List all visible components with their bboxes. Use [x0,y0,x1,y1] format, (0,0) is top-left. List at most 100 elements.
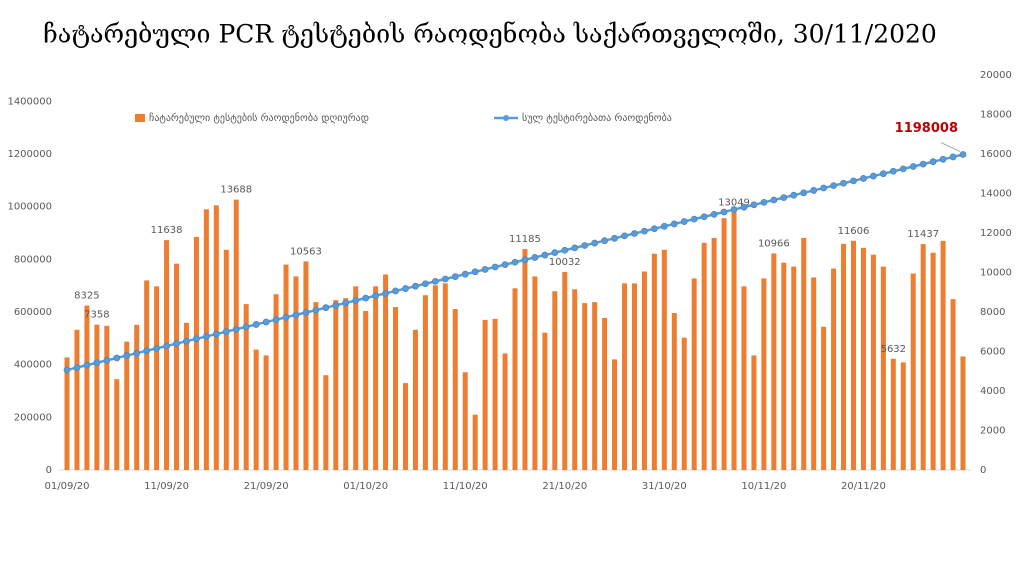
bar [303,261,309,470]
line-marker [133,349,141,357]
bar [711,237,717,470]
bar [164,240,170,470]
line-marker [750,201,758,209]
y2-tick-label: 18000 [980,110,1012,121]
line-marker [531,254,539,261]
bar [661,249,667,470]
data-label: 11606 [838,226,870,237]
bar [402,383,408,470]
data-label: 10563 [290,246,322,257]
y2-tick-label: 4000 [980,386,1005,397]
x-tick-label: 01/09/20 [45,481,90,492]
line-marker [123,352,131,359]
bar [412,329,418,470]
line-marker [879,170,887,178]
line-marker [83,361,91,369]
line-marker [212,330,220,338]
bar [880,266,886,470]
data-label: 11185 [509,234,541,245]
bar [422,295,428,470]
line-marker [790,191,798,199]
line-marker [800,189,808,197]
data-label: 8325 [74,291,99,302]
bar [522,249,528,470]
data-label: 7358 [84,310,109,321]
legend-label: სულ ტესტირებათა რაოდენობა [522,112,672,124]
bar [950,299,956,470]
bar [701,242,707,470]
line-marker [292,311,300,319]
bar [94,324,100,470]
bar [671,312,677,470]
line-marker [312,306,320,314]
bar [134,324,140,470]
line-marker [63,366,71,374]
line-marker [342,299,350,307]
line-marker [202,333,210,340]
bar [363,311,369,470]
line-marker [830,182,837,190]
bar [482,319,488,470]
bar [582,303,588,470]
line-marker [660,222,668,230]
y-tick-label: 1400000 [7,96,52,107]
bar [592,302,598,470]
y-tick-label: 400000 [14,360,52,371]
line-marker [163,342,170,350]
line-marker [352,297,360,304]
bar [612,359,618,470]
x-tick-label: 11/09/20 [144,481,189,492]
line-marker [491,263,499,271]
bar [512,288,518,470]
line-marker [521,256,529,264]
y2-tick-label: 12000 [980,228,1012,239]
bar [213,205,219,470]
bar [602,317,608,470]
line-marker [939,155,947,163]
line-marker [730,206,738,213]
line-marker [193,335,200,343]
line-marker [73,364,81,371]
bar [472,414,478,470]
legend-label: ჩატარებული ტესტების რაოდენობა დღიურად [149,112,369,124]
line-marker [252,321,260,328]
bar [174,263,180,470]
bar [791,266,797,470]
bar [462,372,468,470]
bar [253,349,259,470]
legend-swatch [503,115,509,121]
bar [263,355,269,470]
bar [492,318,498,470]
line-marker [392,287,399,295]
line-marker [412,282,419,290]
bar [144,280,150,470]
bar [771,253,777,470]
line-marker [919,160,927,168]
line-marker [511,258,519,266]
bar [641,271,647,470]
line-marker [153,344,161,352]
line-marker [571,244,579,252]
x-tick-label: 31/10/20 [642,481,687,492]
bar [243,304,249,470]
line-marker [949,153,957,161]
bar [353,286,359,470]
line-marker [551,249,559,257]
bar [114,379,120,470]
bar [323,375,329,470]
y-tick-label: 1000000 [7,202,52,213]
y2-tick-label: 8000 [980,307,1005,318]
line-marker [501,261,509,269]
line-marker [710,210,718,218]
line-marker [143,347,151,355]
bar [532,276,538,470]
chart-title: ჩატარებული PCR ტესტების რაოდენობა საქართ… [43,20,937,49]
line-marker [840,179,847,187]
y-tick-label: 200000 [14,412,52,423]
line-marker [870,172,877,180]
x-tick-label: 21/09/20 [244,481,289,492]
y2-tick-label: 14000 [980,189,1012,200]
x-tick-label: 10/11/20 [741,481,786,492]
line-marker [242,323,250,331]
